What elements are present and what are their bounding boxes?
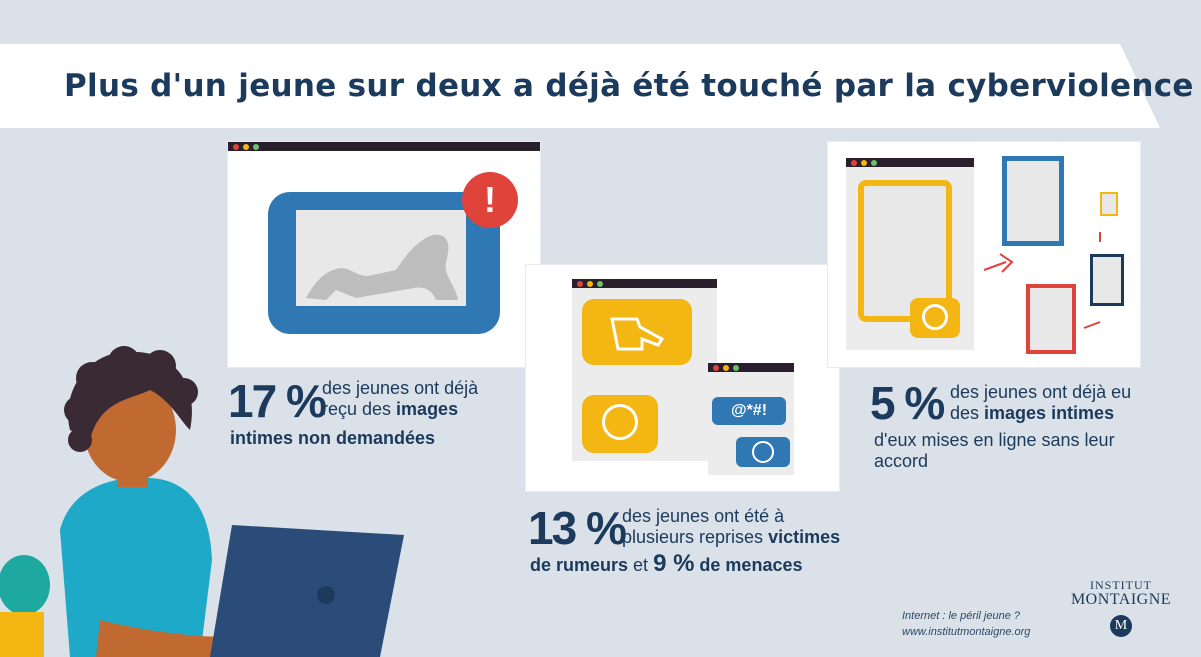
photo-frame-small-yellow — [1100, 192, 1118, 216]
alert-icon: ! — [462, 172, 518, 228]
angry-face-icon — [736, 437, 790, 467]
person-with-laptop-illustration — [0, 346, 404, 657]
pointing-hand-icon — [582, 299, 692, 365]
stat-13-value: 13 % — [528, 502, 627, 554]
title-banner — [0, 44, 1160, 128]
photo-frame-blue — [1002, 156, 1064, 246]
stat-13-text: des jeunes ont été à plusieurs reprises … — [622, 506, 841, 547]
stat-17-text-line3: intimes non demandées — [230, 428, 436, 448]
page-title: Plus d'un jeune sur deux a déjà été touc… — [64, 68, 1194, 104]
laptop-icon — [210, 525, 404, 657]
small-chat-window: @*#! — [708, 363, 794, 475]
stat-17-value: 17 % — [228, 375, 327, 427]
window-titlebar — [228, 142, 540, 151]
cactus-icon — [0, 555, 50, 657]
card-rumours: @*#! — [526, 265, 839, 491]
institut-montaigne-logo: INSTITUT MONTAIGNE M — [1066, 578, 1176, 637]
logo-mark-icon: M — [1110, 615, 1132, 637]
shocked-face-icon — [910, 298, 960, 338]
crying-face-icon — [582, 395, 658, 453]
browser-window — [846, 158, 974, 350]
spread-arrows-icon — [983, 232, 1101, 329]
card-unsolicited-images: ! — [228, 142, 540, 367]
photo-frame-navy — [1090, 254, 1124, 306]
tablet-screen — [268, 192, 500, 334]
stat-17-text: des jeunes ont déjà reçu des images — [322, 378, 479, 419]
reclining-silhouette-icon — [306, 234, 458, 300]
stat-5-text-tail: d'eux mises en ligne sans leur accord — [874, 430, 1115, 471]
stat-5-text: des jeunes ont déjà eu des images intime… — [950, 382, 1132, 423]
footer-source: Internet : le péril jeune ? www.institut… — [902, 610, 1031, 638]
card-shared-images — [828, 142, 1140, 367]
photo-frame-red — [1026, 284, 1076, 354]
chat-window — [572, 279, 717, 461]
swear-bubble: @*#! — [712, 397, 786, 425]
stat-5-value: 5 % — [870, 377, 945, 429]
stat-13-text-line3: de rumeurs et 9 % de menaces — [530, 550, 803, 577]
